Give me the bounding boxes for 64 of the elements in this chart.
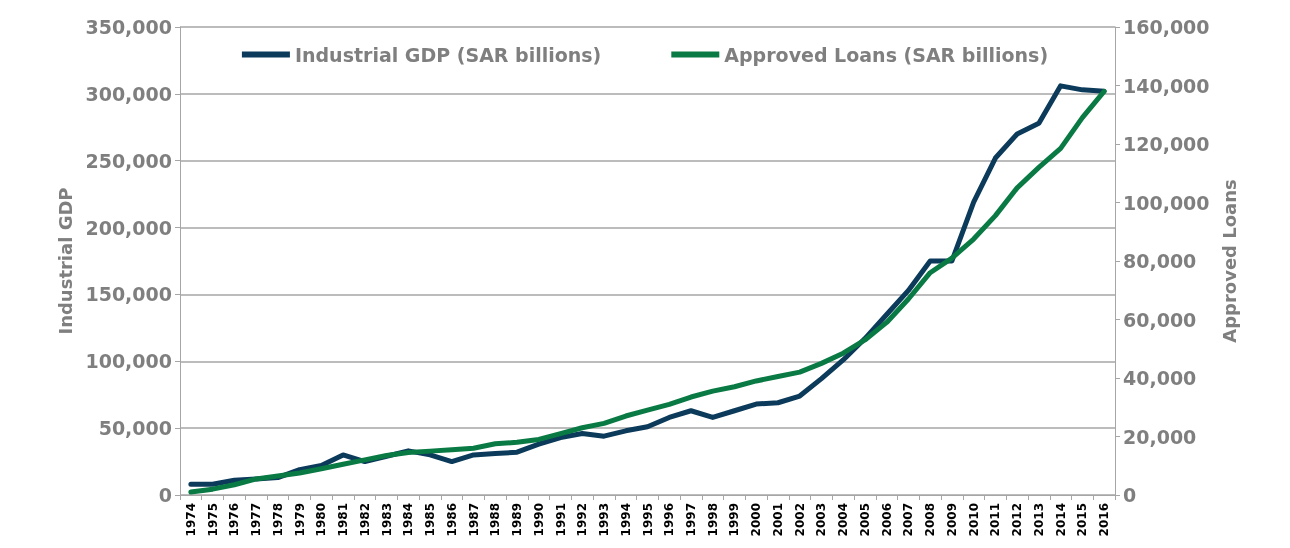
x-tick-label: 1992	[575, 503, 590, 537]
x-tick-label: 2000	[749, 503, 764, 537]
y2-tick-label: 20,000	[1123, 425, 1197, 448]
x-tick-label: 2002	[792, 503, 807, 537]
y-tick-label: 350,000	[85, 16, 172, 38]
x-tick-label: 1993	[597, 503, 612, 537]
y-axis-title: Industrial GDP	[55, 187, 77, 335]
y-tick-label: 200,000	[85, 216, 172, 239]
y2-tick-label: 140,000	[1123, 74, 1210, 97]
y-tick-label: 300,000	[85, 82, 172, 105]
x-tick-label: 1985	[423, 503, 438, 537]
x-tick-label: 2006	[879, 503, 894, 537]
x-tick-label: 1998	[705, 503, 720, 537]
x-tick-label: 2003	[814, 503, 829, 537]
y2-tick-label: 80,000	[1123, 250, 1197, 272]
y2-tick-label: 40,000	[1123, 367, 1197, 389]
y2-tick-label: 120,000	[1123, 133, 1210, 155]
x-tick-label: 2007	[901, 503, 916, 537]
x-tick-label: 1984	[401, 503, 416, 537]
x-tick-label: 1974	[183, 503, 198, 537]
x-tick-label: 2016	[1097, 503, 1112, 537]
y-tick-label: 250,000	[85, 149, 172, 172]
x-tick-label: 1987	[466, 503, 481, 537]
x-tick-label: 1978	[270, 503, 285, 537]
x-tick-label: 2013	[1031, 503, 1046, 537]
legend-label: Industrial GDP (SAR billions)	[294, 43, 602, 66]
x-tick-label: 1979	[292, 503, 307, 537]
x-tick-label: 1983	[379, 503, 394, 537]
x-tick-label: 1994	[618, 503, 633, 537]
y2-tick-label: 0	[1123, 484, 1137, 506]
x-tick-label: 1989	[510, 503, 525, 537]
x-tick-label: 1995	[640, 503, 655, 537]
x-tick-label: 1986	[444, 503, 459, 537]
x-tick-label: 1982	[357, 503, 372, 537]
x-tick-label: 1977	[249, 503, 264, 537]
x-tick-label: 2015	[1075, 503, 1090, 537]
x-tick-label: 1999	[727, 503, 742, 537]
y-tick-label: 50,000	[98, 417, 172, 440]
y2-axis-title: Approved Loans	[1218, 179, 1240, 343]
x-tick-label: 1990	[531, 503, 546, 537]
y-tick-label: 0	[158, 484, 172, 506]
legend-label: Approved Loans (SAR billions)	[724, 43, 1049, 66]
y2-tick-label: 60,000	[1123, 308, 1197, 331]
x-tick-label: 1997	[683, 503, 698, 537]
y-tick-label: 150,000	[85, 283, 172, 306]
x-tick-label: 2005	[857, 503, 872, 537]
x-tick-label: 1988	[488, 503, 503, 537]
x-tick-label: 1981	[336, 503, 351, 537]
y2-tick-label: 100,000	[1123, 191, 1210, 214]
x-tick-label: 1975	[205, 503, 220, 537]
x-tick-label: 2008	[923, 503, 938, 537]
x-tick-label: 2004	[836, 503, 851, 537]
x-tick-label: 1991	[553, 503, 568, 537]
y-tick-label: 100,000	[85, 350, 172, 373]
x-tick-label: 2014	[1053, 503, 1068, 537]
x-tick-label: 2010	[966, 503, 981, 537]
x-tick-label: 2001	[770, 503, 785, 537]
x-tick-label: 2011	[988, 503, 1003, 537]
x-tick-label: 2009	[944, 503, 959, 537]
x-tick-label: 2012	[1010, 503, 1025, 537]
x-tick-label: 1976	[227, 503, 242, 537]
y2-tick-label: 160,000	[1123, 16, 1210, 38]
x-tick-label: 1980	[314, 503, 329, 537]
x-tick-label: 1996	[662, 503, 677, 537]
